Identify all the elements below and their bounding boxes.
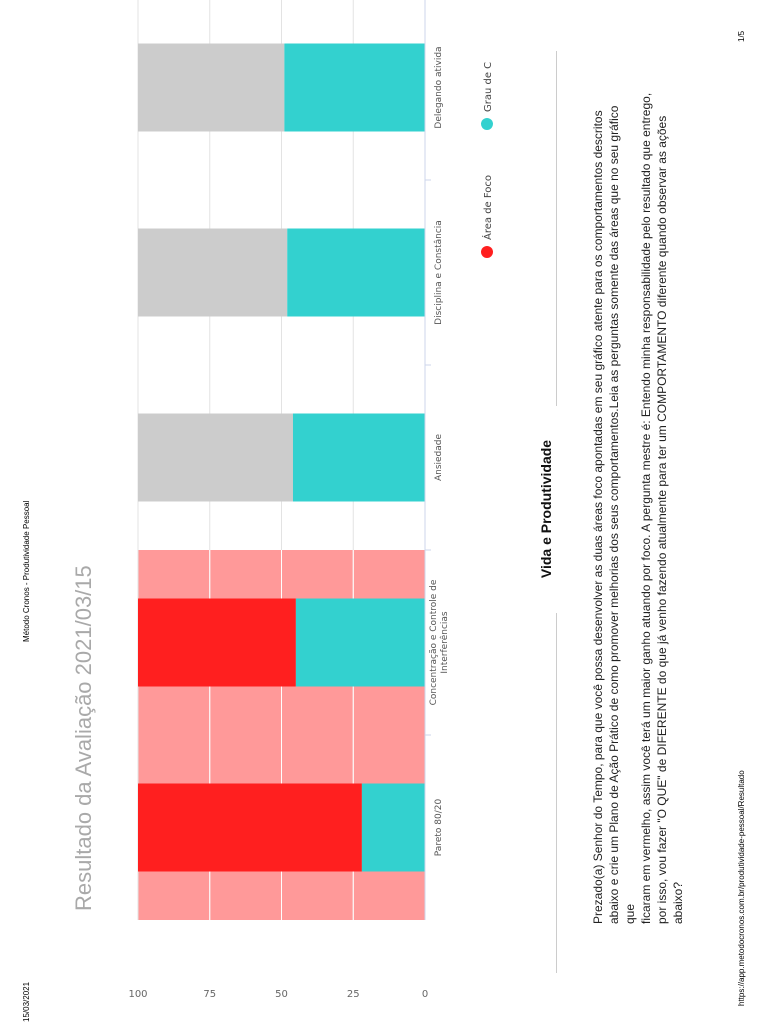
legend-marker-area-de-foco: [481, 246, 493, 258]
x-category-label: Pareto 80/20: [434, 799, 444, 857]
legend-label-grau-de-competencia: Grau de C: [483, 62, 494, 112]
paragraph-line: abaixo?: [671, 881, 685, 924]
legend-label-area-de-foco: Área de Foco: [481, 175, 494, 240]
x-category-label: Ansiedade: [434, 434, 444, 482]
paragraph-line: por isso, vou fazer "O QUE" de DIFERENTE…: [655, 115, 669, 924]
bar-area-de-foco: [138, 413, 293, 502]
paragraph-line: ficaram em vermelho, assim você terá um …: [639, 92, 653, 924]
x-category-label: Disciplina e Constância: [434, 220, 444, 325]
paragraph-line: Prezado(a) Senhor do Tempo, para que voc…: [591, 110, 605, 924]
bar-grau-de-competencia: [292, 413, 426, 502]
section-divider-left: [556, 613, 557, 973]
y-tick-label: 50: [275, 989, 288, 1000]
section-divider-right: [556, 51, 557, 406]
bar-grau-de-competencia: [287, 228, 425, 317]
bar-grau-de-competencia: [295, 598, 425, 687]
footer-url: https://app.metodocronos.com.br/produtiv…: [737, 770, 746, 1006]
bar-area-de-foco: [138, 783, 362, 872]
section-title: Vida e Produtividade: [538, 439, 554, 579]
y-tick-label: 100: [128, 989, 147, 1000]
bar-grau-de-competencia: [361, 783, 425, 872]
x-category-label: Interferências: [439, 611, 450, 674]
x-category-label: Concentração e Controle de: [429, 579, 439, 705]
bar-area-de-foco: [138, 43, 285, 132]
x-category-label: Delegando ativida: [434, 46, 444, 128]
footer-page-number: 1/5: [737, 30, 746, 42]
paragraph-line: abaixo e crie um Plano de Ação Prático d…: [607, 105, 637, 924]
bar-area-de-foco: [138, 598, 296, 687]
section-paragraph: Prezado(a) Senhor do Tempo, para que voc…: [590, 84, 686, 924]
legend-marker-grau-de-competencia: [481, 118, 493, 130]
y-tick-label: 25: [347, 989, 360, 1000]
y-tick-label: 0: [422, 989, 428, 1000]
y-tick-label: 75: [203, 989, 216, 1000]
bar-area-de-foco: [138, 228, 288, 317]
bar-grau-de-competencia: [284, 43, 425, 132]
